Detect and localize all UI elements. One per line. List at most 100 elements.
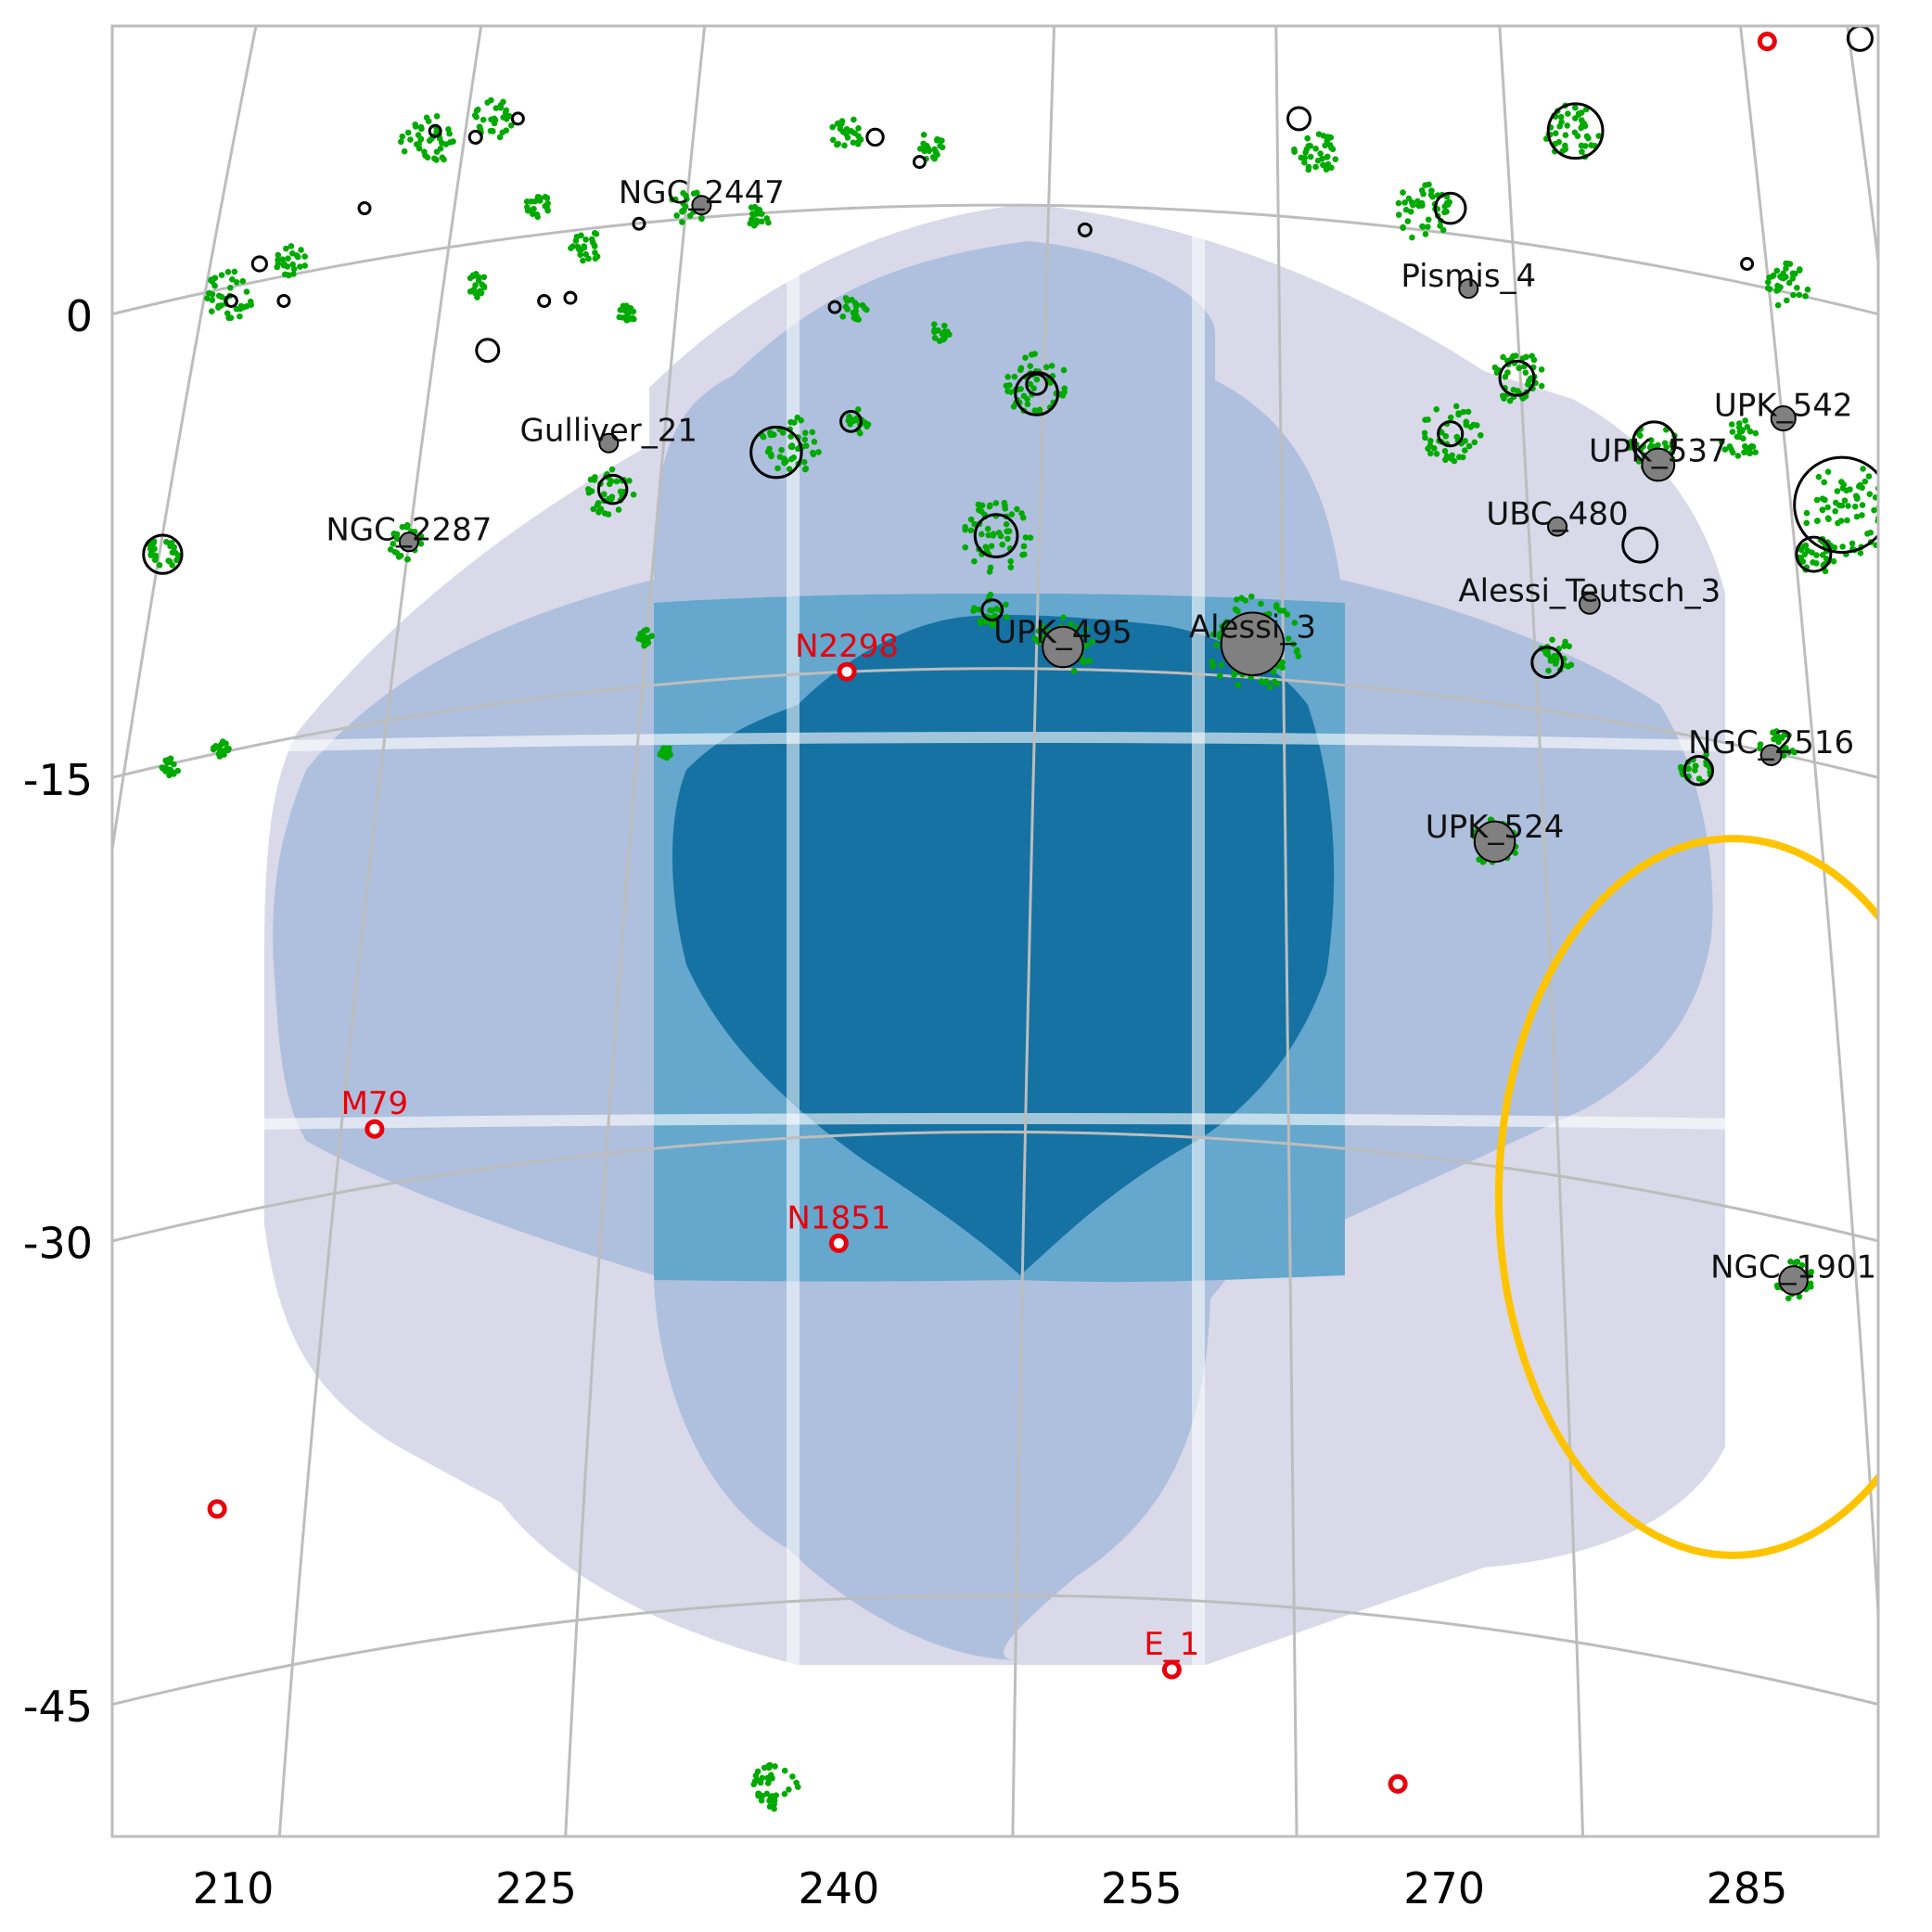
member-star (1627, 444, 1633, 451)
member-star (169, 549, 176, 557)
member-star (1400, 189, 1406, 196)
member-star (1431, 445, 1438, 452)
member-star (679, 219, 685, 225)
member-star (1813, 496, 1821, 504)
member-star (1491, 364, 1499, 371)
member-star (1421, 429, 1428, 437)
member-star (1847, 486, 1853, 493)
cluster-extent-circles (142, 26, 1878, 787)
member-star (768, 453, 774, 460)
member-star (1783, 745, 1789, 751)
member-star (1270, 669, 1277, 675)
member-star (1437, 223, 1443, 229)
member-star (1773, 1282, 1781, 1289)
named-cluster-label: UPK_542 (1714, 387, 1853, 424)
member-star (1395, 211, 1402, 218)
member-star (1083, 642, 1091, 649)
member-star (239, 277, 247, 285)
member-star (1217, 672, 1223, 680)
member-star (1552, 130, 1559, 136)
member-star (1017, 366, 1024, 374)
grid-meridian-7 (1498, 26, 1585, 1836)
named-cluster-marker (1770, 404, 1797, 432)
member-star (786, 466, 793, 472)
member-star (1887, 505, 1893, 512)
globular-cluster-label: N1851 (787, 1199, 890, 1236)
member-star (1516, 365, 1523, 372)
member-group (1803, 466, 1893, 557)
grid-meridian-3 (112, 26, 258, 859)
member-star (1571, 129, 1579, 136)
member-star (682, 203, 689, 210)
member-star (1789, 748, 1796, 754)
member-star (1463, 418, 1470, 426)
member-star (1238, 595, 1245, 602)
member-star (1085, 658, 1092, 664)
member-star (274, 263, 280, 271)
member-star (1746, 428, 1754, 435)
member-star (1031, 351, 1038, 357)
member-star (1585, 134, 1592, 142)
member-star (243, 288, 250, 295)
member-star (1409, 234, 1415, 241)
member-star (754, 1777, 761, 1784)
member-star (758, 218, 765, 225)
member-star (795, 445, 801, 453)
member-star (1312, 163, 1319, 171)
member-star (225, 745, 232, 752)
member-star (1324, 134, 1331, 140)
member-star (769, 1775, 775, 1782)
member-group (1395, 181, 1452, 241)
member-star (851, 300, 859, 306)
named-cluster-marker (1778, 1265, 1809, 1296)
member-star (608, 493, 616, 500)
member-star (844, 134, 851, 141)
y-tick-label: -15 (23, 755, 93, 805)
cluster-extent-circle (1546, 102, 1605, 160)
named-cluster-marker (1473, 820, 1516, 864)
member-star (809, 429, 816, 436)
member-star (1678, 765, 1684, 773)
member-star (1004, 374, 1011, 380)
grid-parallel-2 (112, 1130, 1878, 1243)
member-star (1081, 632, 1088, 639)
member-star (542, 202, 549, 210)
member-group (1718, 417, 1759, 459)
member-star (829, 123, 836, 131)
member-star (1295, 653, 1302, 659)
member-star (931, 146, 938, 153)
member-star (1452, 403, 1460, 410)
member-star (770, 431, 777, 438)
member-star (1512, 850, 1518, 856)
member-star (403, 521, 411, 529)
globular-cluster-label: M79 (341, 1085, 409, 1122)
member-star (211, 275, 219, 281)
member-star (852, 308, 859, 314)
member-star (404, 129, 412, 136)
member-star (1011, 373, 1018, 380)
member-star (224, 268, 232, 275)
member-star (1219, 623, 1225, 630)
member-star (1439, 226, 1447, 234)
member-star (1285, 635, 1292, 642)
cluster-extent-circle (632, 216, 646, 231)
member-star (395, 554, 403, 560)
member-star (1542, 650, 1550, 657)
member-star (1883, 514, 1889, 520)
member-star (801, 436, 809, 443)
member-star (425, 118, 432, 124)
named-cluster-label: NGC_2287 (326, 511, 492, 548)
named-cluster-label: NGC_2447 (619, 174, 785, 211)
member-star (1859, 502, 1866, 508)
member-star (811, 438, 818, 445)
member-star (524, 207, 531, 214)
member-star (480, 274, 488, 281)
member-star (1020, 543, 1028, 550)
member-group (635, 626, 656, 649)
member-star (1312, 145, 1319, 152)
member-star (626, 477, 633, 484)
member-star (595, 507, 602, 515)
member-star (589, 238, 596, 246)
x-tick-label: 255 (1101, 1863, 1183, 1913)
member-group (159, 755, 181, 779)
